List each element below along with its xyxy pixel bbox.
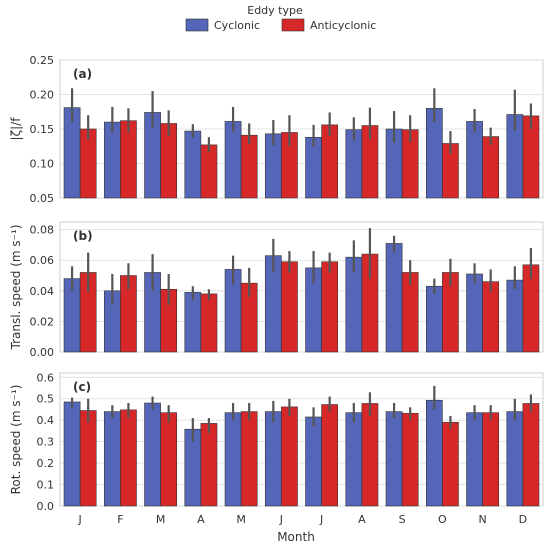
panel-a: 0.05 0.10 0.15 0.20 0.25 (a) |ζ|/f (9, 54, 544, 205)
bar-cyclonic (506, 411, 524, 507)
bar-anticyclonic (120, 409, 137, 507)
y-tick-label: 0.05 (30, 192, 55, 205)
y-tick-label: 0.04 (30, 285, 55, 298)
bar-cyclonic (466, 412, 483, 507)
bar-cyclonic (63, 401, 81, 507)
bar-anticyclonic (522, 403, 540, 507)
x-tick-label: A (358, 513, 366, 526)
x-tick-label: D (519, 513, 527, 526)
bar-cyclonic (425, 285, 443, 353)
bar-anticyclonic (321, 261, 339, 353)
x-tick-label: N (479, 513, 487, 526)
y-tick-label: 0.08 (30, 224, 55, 237)
panel-label: (c) (73, 380, 91, 394)
x-tick-label: M (236, 513, 246, 526)
x-tick-label: J (78, 513, 82, 526)
legend: Eddy type Cyclonic Anticyclonic (185, 4, 376, 32)
panel-label: (a) (73, 67, 92, 81)
bar-cyclonic (385, 243, 403, 353)
y-tick-label: 0.1 (37, 479, 55, 492)
bar-cyclonic (103, 411, 121, 507)
panel-label: (b) (73, 229, 93, 243)
legend-swatch-cyclonic (185, 18, 209, 32)
plot-area (59, 221, 544, 353)
bar-anticyclonic (321, 404, 339, 507)
x-tick-label: J (319, 513, 323, 526)
bar-anticyclonic (200, 144, 218, 199)
x-tick-label: A (197, 513, 205, 526)
bar-anticyclonic (361, 403, 379, 507)
y-tick-label: 0.2 (37, 457, 55, 470)
bar-anticyclonic (240, 411, 258, 507)
bar-cyclonic (466, 273, 483, 353)
bar-anticyclonic (200, 293, 218, 353)
x-tick-label: M (156, 513, 166, 526)
bar-anticyclonic (482, 136, 500, 199)
legend-label-anticyclonic: Anticyclonic (310, 19, 376, 32)
panel-c: 0.0 0.1 0.2 0.3 0.4 0.5 0.6 J F M A M J J A S O N D (c) Rot.… (9, 371, 544, 526)
y-tick-label: 0.06 (30, 254, 55, 267)
x-tick-label: J (279, 513, 283, 526)
y-axis-label: Rot. speed (m s⁻¹) (9, 385, 23, 495)
legend-swatch-anticyclonic (281, 18, 305, 32)
y-axis-label: |ζ|/f (9, 117, 23, 141)
y-tick-label: 0.20 (30, 89, 55, 102)
y-tick-label: 0.6 (37, 371, 55, 384)
bar-cyclonic (345, 412, 363, 507)
bar-cyclonic (224, 121, 242, 199)
y-tick-label: 0.00 (30, 346, 55, 359)
bar-anticyclonic (281, 261, 298, 353)
y-tick-label: 0.25 (30, 54, 55, 67)
bar-cyclonic (385, 411, 403, 507)
x-tick-label: O (438, 513, 447, 526)
y-tick-label: 0.15 (30, 123, 55, 136)
bar-cyclonic (184, 292, 202, 353)
y-tick-label: 0.10 (30, 158, 55, 171)
bar-cyclonic (103, 121, 121, 199)
bar-cyclonic (224, 412, 242, 507)
y-tick-label: 0.4 (37, 414, 55, 427)
y-axis-label: Transl. speed (m s⁻¹) (9, 224, 23, 350)
bar-cyclonic (184, 130, 202, 199)
legend-label-cyclonic: Cyclonic (214, 19, 260, 32)
bar-cyclonic (305, 416, 322, 507)
bar-cyclonic (466, 121, 483, 199)
bar-cyclonic (144, 402, 161, 507)
y-tick-label: 0.5 (37, 393, 55, 406)
y-tick-label: 0.0 (37, 500, 55, 513)
panel-b: 0.00 0.02 0.04 0.06 0.08 (b) Transl. speed (m … (9, 221, 544, 359)
legend-title: Eddy type (247, 4, 303, 17)
y-tick-label: 0.02 (30, 315, 55, 328)
bar-anticyclonic (160, 412, 178, 507)
x-axis-label: Month (277, 530, 315, 544)
plot-area (59, 372, 544, 507)
bar-cyclonic (506, 279, 524, 353)
bar-anticyclonic (401, 413, 419, 507)
x-tick-label: F (117, 513, 123, 526)
bar-cyclonic (264, 411, 282, 507)
bar-anticyclonic (482, 412, 500, 507)
y-tick-label: 0.3 (37, 436, 55, 449)
bar-anticyclonic (281, 406, 298, 507)
bar-anticyclonic (240, 134, 258, 199)
bar-anticyclonic (79, 410, 97, 507)
bar-cyclonic (425, 399, 443, 507)
bar-anticyclonic (200, 423, 218, 507)
bar-anticyclonic (442, 422, 459, 507)
x-tick-label: S (399, 513, 406, 526)
